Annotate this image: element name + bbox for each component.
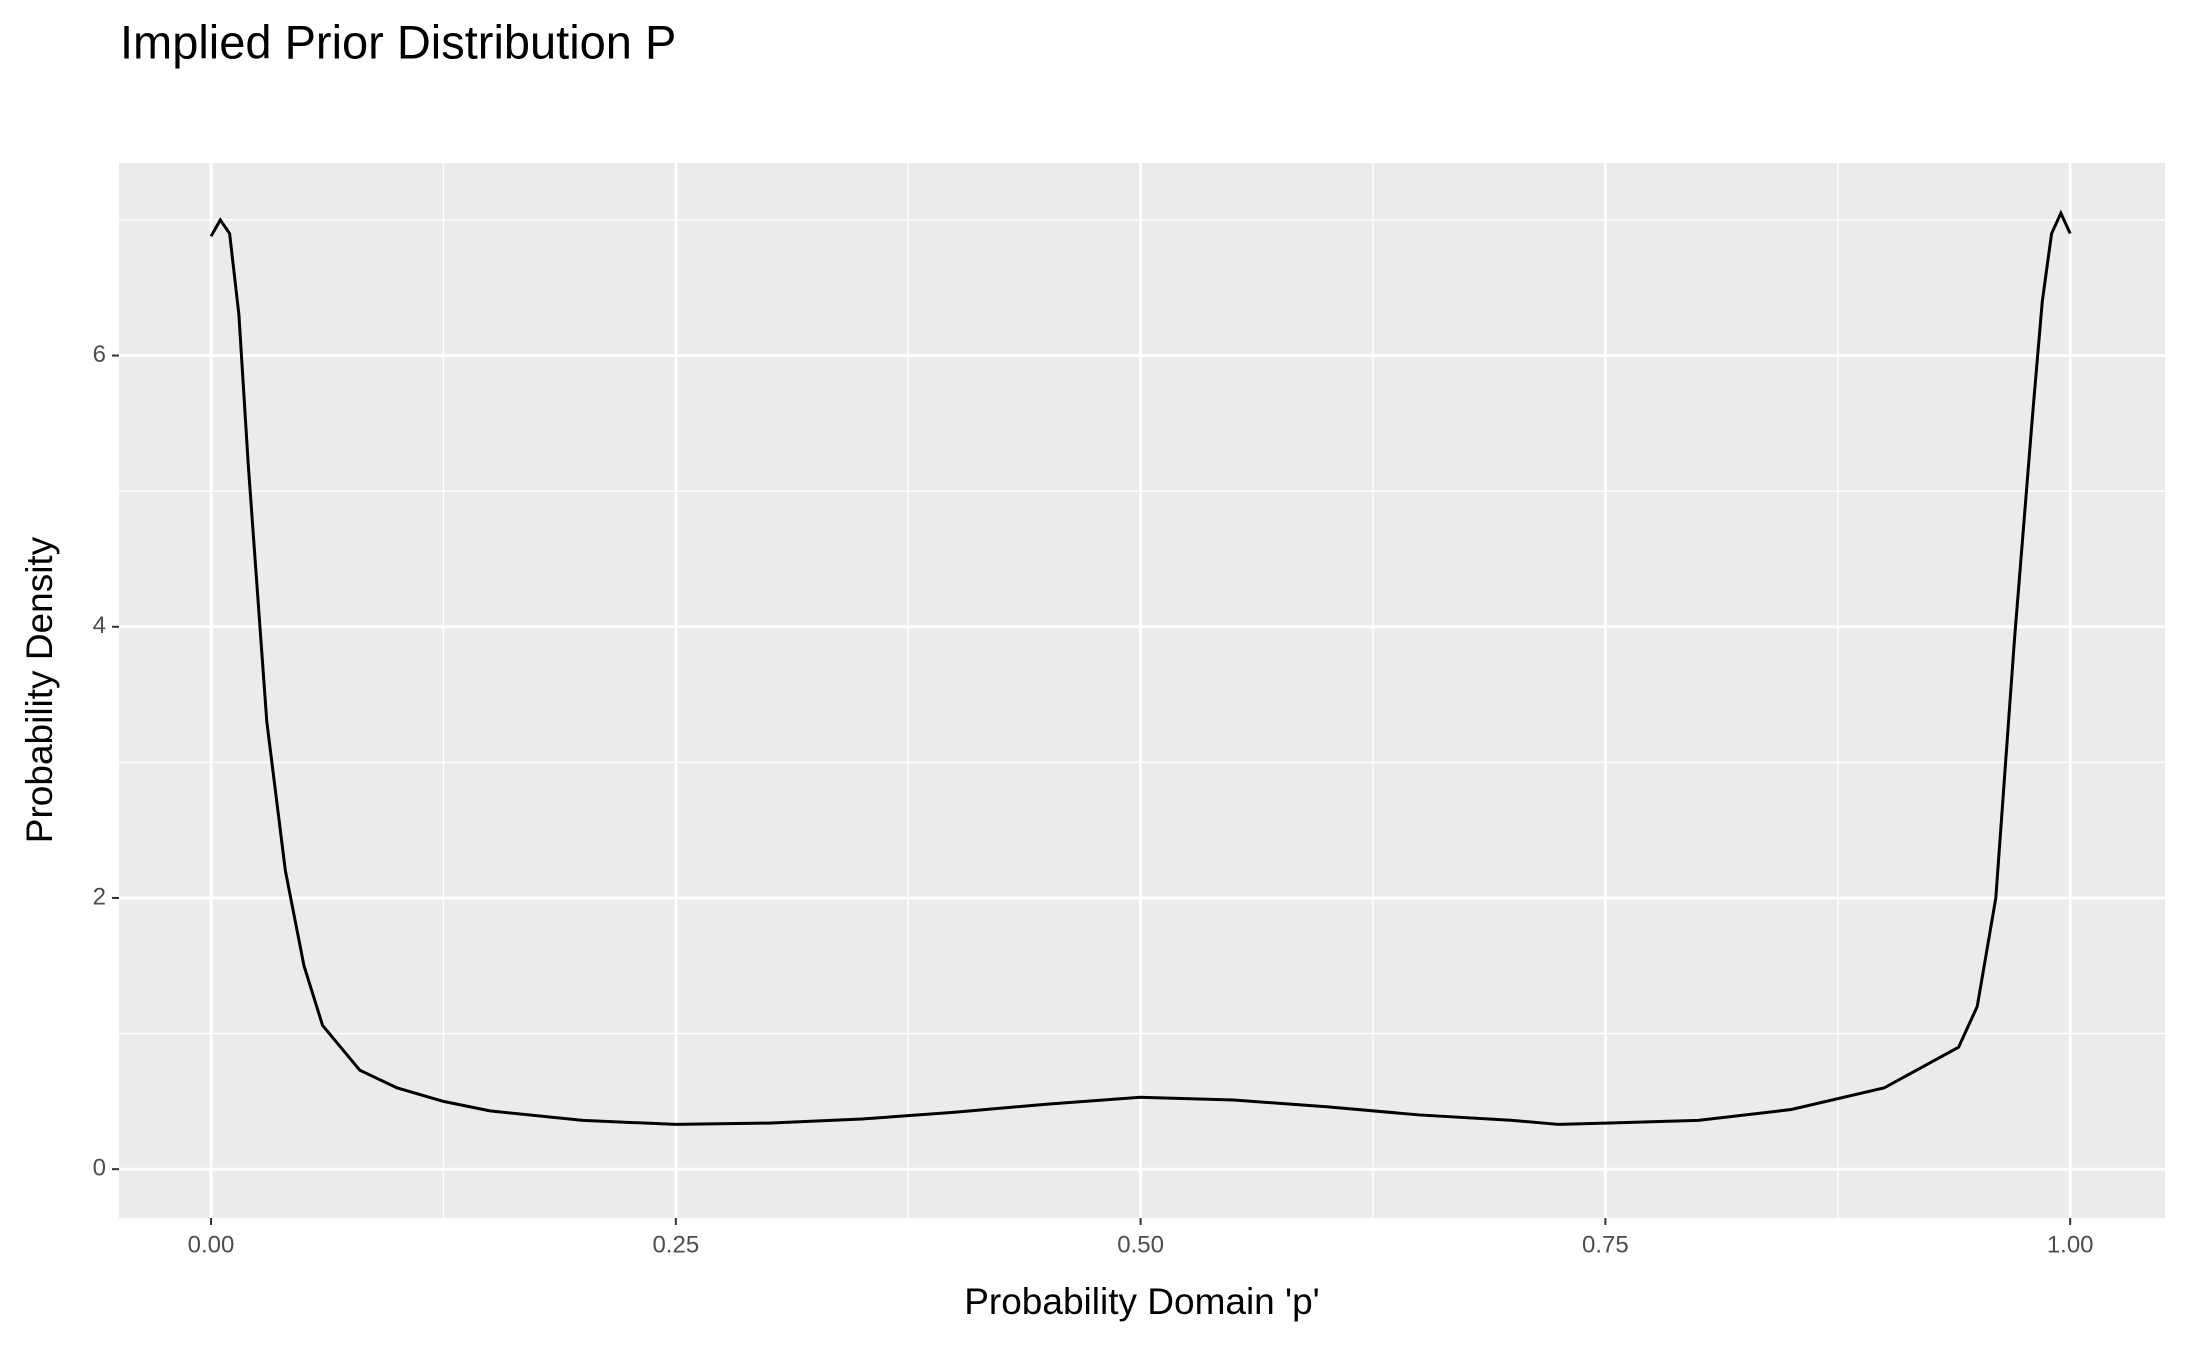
y-axis-title: Probability Density xyxy=(19,536,60,843)
chart-title: Implied Prior Distribution P xyxy=(120,15,676,68)
x-tick-label: 0.50 xyxy=(1117,1231,1164,1258)
y-tick-label: 0 xyxy=(93,1155,106,1182)
x-tick-label: 0.25 xyxy=(652,1231,699,1258)
line xyxy=(209,209,2072,1126)
y-tick-label: 6 xyxy=(93,341,106,368)
x-tick-label: 1.00 xyxy=(2047,1231,2094,1258)
y-tick-label: 4 xyxy=(93,612,106,639)
x-axis-title: Probability Domain 'p' xyxy=(964,1281,1320,1322)
x-tick-label: 0.75 xyxy=(1582,1231,1629,1258)
y-tick-label: 2 xyxy=(93,883,106,910)
x-tick-label: 0.00 xyxy=(188,1231,235,1258)
